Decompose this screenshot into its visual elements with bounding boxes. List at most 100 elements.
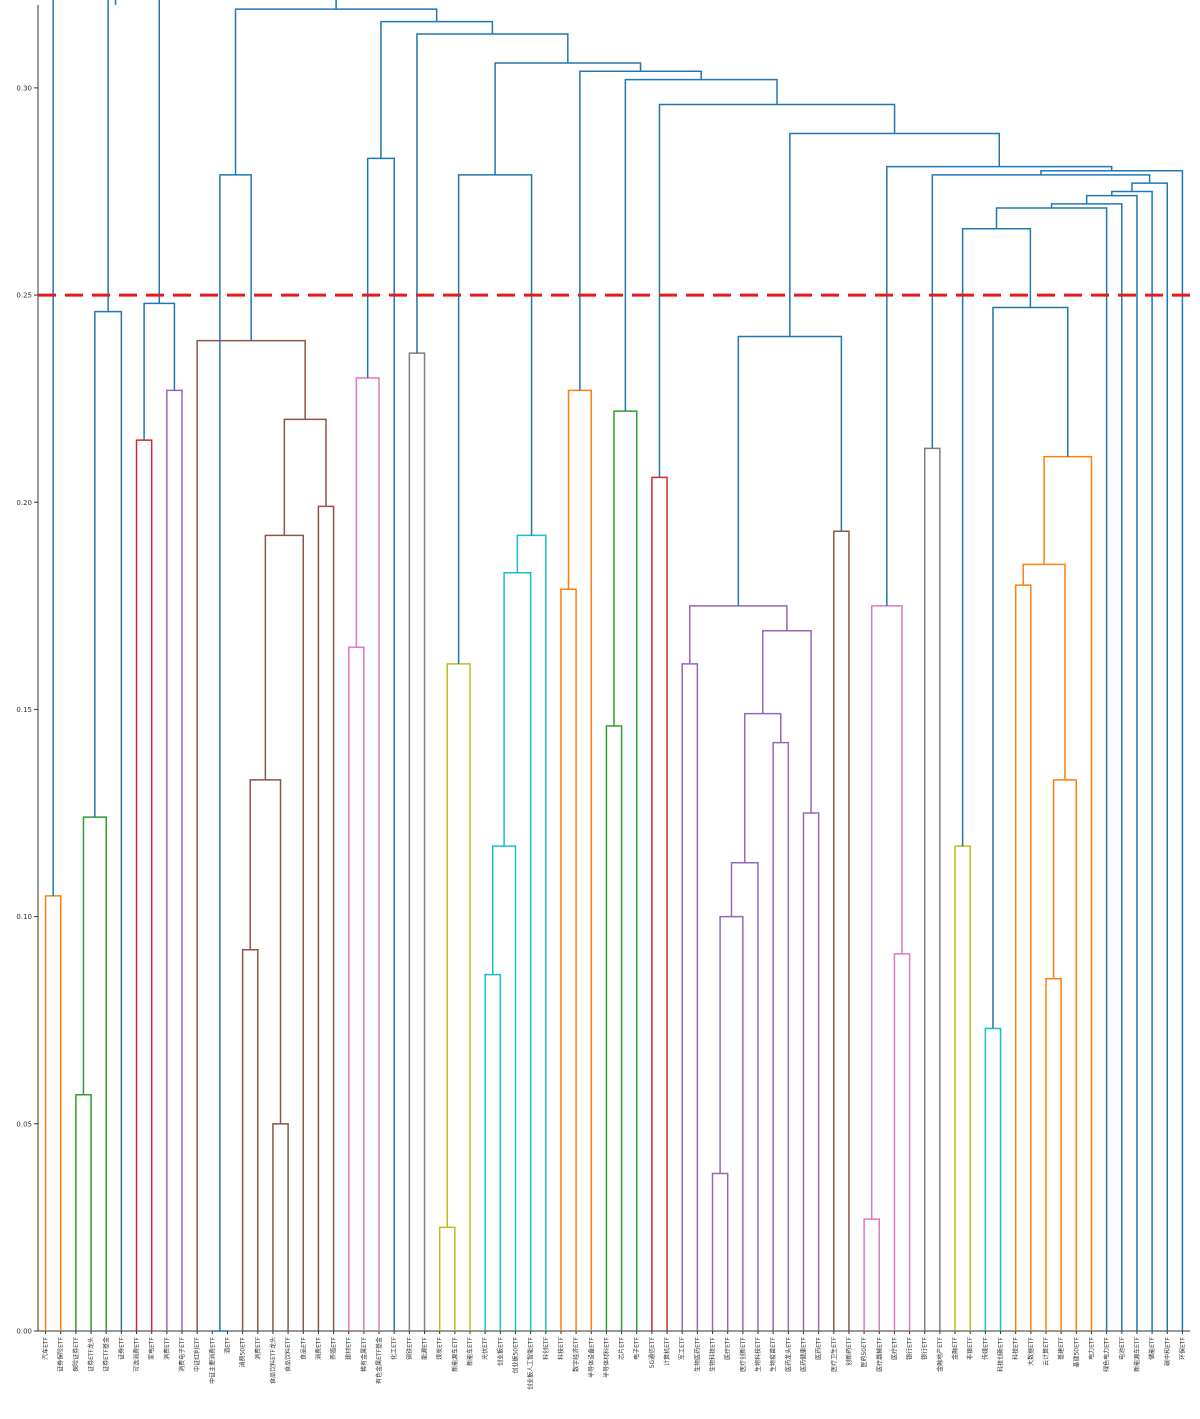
leaf-label: 科技ETF	[1012, 1336, 1020, 1359]
leaf-label: 生物科技ETF	[709, 1336, 717, 1371]
leaf-label: 创业板人工智能ETF	[527, 1336, 535, 1389]
dendrogram-link	[1014, 584, 1032, 1331]
dendrogram-link	[658, 103, 896, 478]
dendrogram-link	[961, 228, 1032, 847]
dendrogram-link	[347, 646, 365, 1331]
dendrogram-link	[681, 663, 699, 1331]
dendrogram-link	[613, 410, 638, 1331]
leaf-label: 有色金属ETF基金	[375, 1337, 383, 1384]
leaf-label: 食品ETF	[299, 1336, 307, 1359]
leaf-label: 创业板ETF	[496, 1336, 504, 1365]
dendrogram-link	[107, 0, 109, 312]
leaf-label: 数字经济ETF	[572, 1336, 580, 1371]
leaf-label: 家电ETF	[148, 1336, 156, 1359]
leaf-label: 消费ETF	[314, 1336, 322, 1359]
dendrogram-link	[772, 741, 790, 1331]
dendrogram-link	[249, 779, 282, 1124]
leaf-label: 环保ETF	[1178, 1336, 1186, 1359]
dendrogram-link	[1040, 170, 1184, 1331]
dendrogram-link	[954, 845, 971, 1331]
leaf-label: 证券保险ETF	[57, 1336, 65, 1371]
leaf-label: 光伏ETF	[481, 1336, 489, 1359]
leaf-label: 生物疫苗ETF	[769, 1336, 777, 1371]
leaf-label: 基建ETF	[1057, 1336, 1065, 1359]
leaf-label: 酒ETF	[223, 1336, 231, 1353]
dendrogram-link	[491, 845, 517, 1331]
dendrogram-link	[494, 62, 642, 175]
dendrogram-link	[737, 335, 843, 606]
leaf-label: 生物科技ETF	[754, 1336, 762, 1371]
dendrogram-link	[651, 476, 668, 1331]
dendrogram-link	[560, 588, 577, 1331]
dendrogram-link	[196, 339, 306, 1331]
leaf-label: 军工ETF	[679, 1336, 686, 1359]
leaf-label: 金融地产ETF	[936, 1336, 944, 1371]
leaf-label: 化工ETF	[390, 1336, 398, 1359]
dendrogram-link	[931, 174, 1151, 449]
dendrogram-link	[1085, 194, 1138, 1331]
dendrogram-link	[143, 302, 176, 441]
leaf-label: 科技ETF	[557, 1336, 565, 1359]
dendrogram-link	[863, 1218, 881, 1331]
dendrogram-link	[1111, 190, 1153, 1331]
leaf-label: 中证主要消费ETF	[208, 1336, 216, 1383]
leaf-label: 新能车ETF	[466, 1336, 474, 1365]
leaf-label: 煤炭ETF	[436, 1336, 444, 1359]
dendrogram-link	[166, 389, 183, 1331]
dendrogram-link	[516, 534, 547, 1331]
leaf-label: 电力ETF	[1087, 1336, 1095, 1359]
dendrogram-link	[457, 174, 533, 664]
leaf-label: 电子ETF	[633, 1336, 641, 1359]
leaf-label: 生物医药ETF	[693, 1336, 701, 1371]
dendrogram-link	[1045, 978, 1062, 1331]
dendrogram-link	[408, 352, 426, 1331]
leaf-label: 汽车ETF	[42, 1336, 50, 1359]
leaf-label: 半导体设备ETF	[587, 1336, 595, 1377]
y-tick-label: 0.15	[16, 706, 32, 714]
dendrogram-link	[923, 447, 941, 1331]
leaf-label: 证券ETF	[117, 1336, 125, 1359]
dendrogram-link	[870, 605, 903, 1220]
dendrogram-link	[264, 534, 305, 1331]
dendrogram-link	[761, 629, 812, 814]
dendrogram-link	[984, 1027, 1002, 1331]
leaf-label: 医疗ETF	[724, 1336, 732, 1359]
leaf-label: 保险证券ETF	[72, 1336, 80, 1371]
leaf-label: 消费50ETF	[239, 1336, 247, 1367]
dendrogram-link	[579, 70, 702, 391]
dendrogram-link	[241, 949, 259, 1331]
dendrogram-link	[567, 389, 593, 1331]
leaf-label: 非银ETF	[966, 1336, 974, 1359]
leaf-label: 中证红利ETF	[193, 1336, 201, 1371]
dendrogram-link	[605, 725, 623, 1331]
dendrogram-link	[1043, 455, 1093, 1331]
leaf-label: 医疗器械ETF	[875, 1336, 883, 1371]
y-tick-label: 0.25	[16, 292, 32, 300]
y-axis-ticks: 0.00 0.05 0.10 0.15 0.20 0.25 0.30	[16, 84, 38, 1336]
leaf-label: 钢铁ETF	[405, 1336, 413, 1359]
dendrogram-link	[135, 439, 153, 1331]
dendrogram-link	[1022, 563, 1066, 780]
leaf-label: 绿色电力ETF	[1103, 1336, 1111, 1371]
dendrogram-link	[75, 1094, 92, 1331]
dendrogram-link	[730, 862, 759, 1331]
dendrogram-link	[689, 605, 788, 664]
y-tick-label: 0.00	[16, 1328, 32, 1336]
leaf-label: 传媒ETF	[981, 1336, 989, 1359]
leaf-label: 半导体材料ETF	[602, 1336, 610, 1377]
dendrogram-link	[833, 530, 850, 1331]
leaf-label: 计算机ETF	[663, 1336, 671, 1365]
dendrogram-link	[802, 812, 820, 1331]
leaf-label: 医药ETF	[815, 1336, 823, 1359]
leaf-label: 能源ETF	[421, 1336, 429, 1359]
leaf-label: 消费电子ETF	[178, 1336, 186, 1371]
leaf-label: 养殖ETF	[330, 1336, 338, 1359]
dendrogram-link	[992, 306, 1069, 1029]
leaf-label: 医疗卫生ETF	[830, 1336, 838, 1371]
leaf-labels: 汽车ETF 证券保险ETF 保险证券ETF 证券ETF龙头 证券ETF基金 证券ETF 可选…	[42, 1331, 1186, 1390]
leaf-label: 金融ETF	[951, 1336, 959, 1359]
leaf-label: 大数据ETF	[1027, 1336, 1035, 1365]
leaf-label: 碳中和ETF	[1163, 1336, 1171, 1365]
y-tick-label: 0.20	[16, 499, 32, 507]
